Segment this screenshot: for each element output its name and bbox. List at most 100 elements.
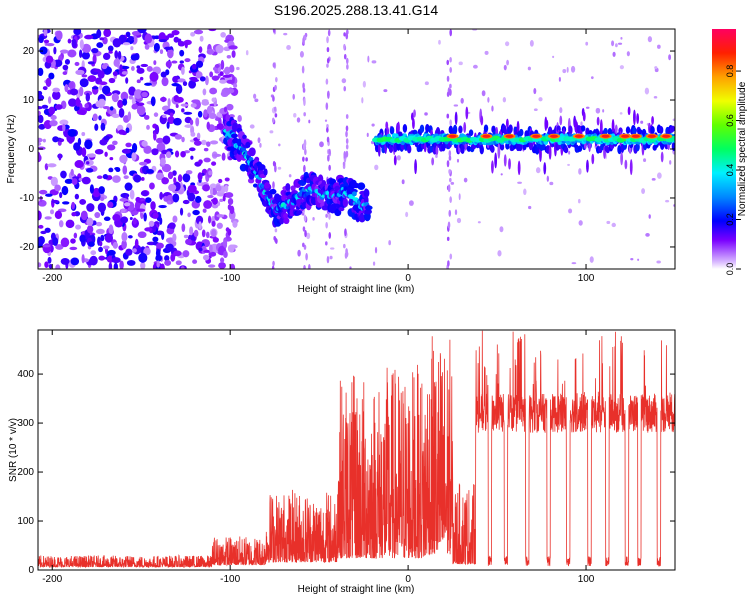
heatmap-cell — [187, 192, 196, 202]
heatmap-cell — [175, 260, 182, 266]
heatmap-cell — [211, 75, 220, 81]
heatmap-cell — [625, 126, 631, 134]
heatmap-cell — [449, 196, 452, 203]
heatmap-cell — [568, 208, 573, 214]
heatmap-cell — [229, 263, 236, 269]
heatmap-cell — [39, 195, 43, 203]
heatmap-cell — [184, 42, 188, 49]
heatmap-cell — [619, 65, 624, 70]
heatmap-cell — [107, 201, 114, 208]
heatmap-cell — [47, 163, 57, 168]
heatmap-cell — [134, 238, 139, 249]
heatmap-cell — [184, 124, 193, 128]
heatmap-cell — [570, 65, 576, 73]
heatmap-cell — [152, 80, 158, 85]
heatmap-cell — [151, 148, 159, 156]
heatmap-cell — [55, 264, 61, 269]
heatmap-cell — [121, 239, 127, 250]
heatmap-cell — [127, 36, 134, 42]
heatmap-cell — [281, 194, 287, 202]
heatmap-cell — [633, 109, 636, 126]
heatmap-cell — [611, 119, 615, 133]
spectrogram-xtick-label: 0 — [405, 273, 411, 284]
heatmap-cell — [630, 257, 634, 261]
heatmap-cell — [71, 201, 76, 210]
heatmap-cell — [123, 202, 131, 207]
snr-series-line — [38, 330, 675, 569]
heatmap-cell — [329, 255, 333, 260]
heatmap-cell — [73, 29, 82, 36]
heatmap-cell — [126, 259, 136, 266]
heatmap-cell — [67, 129, 77, 137]
heatmap-cell — [79, 49, 83, 59]
heatmap-cell — [232, 220, 238, 228]
heatmap-cell — [499, 143, 505, 151]
heatmap-cell — [371, 123, 375, 127]
figure-title: S196.2025.288.13.41.G14 — [274, 2, 438, 18]
spectrogram-ytick-label: 10 — [23, 95, 35, 106]
heatmap-cell — [138, 252, 148, 263]
heatmap-cell — [448, 155, 452, 161]
heatmap-cell — [468, 129, 474, 137]
heatmap-cell — [490, 145, 495, 153]
heatmap-cell — [341, 78, 347, 84]
heatmap-cell — [209, 87, 218, 95]
heatmap-cell — [503, 154, 507, 167]
heatmap-cell — [98, 255, 106, 261]
heatmap-cell — [182, 250, 190, 258]
heatmap-cell — [548, 144, 552, 160]
heatmap-cell — [88, 241, 95, 247]
heatmap-cell — [167, 48, 174, 59]
heatmap-cell — [185, 238, 192, 245]
heatmap-cell — [458, 193, 461, 201]
heatmap-cell — [191, 78, 200, 83]
heatmap-cell — [446, 236, 450, 241]
heatmap-cell — [321, 180, 327, 186]
heatmap-cell — [499, 226, 504, 233]
heatmap-cell — [345, 114, 349, 119]
heatmap-cell — [249, 124, 255, 129]
heatmap-cell — [345, 32, 349, 40]
heatmap-cell — [156, 230, 164, 236]
heatmap-cell — [182, 199, 190, 205]
heatmap-cell — [590, 76, 594, 80]
heatmap-cell — [125, 31, 131, 38]
heatmap-cell — [504, 41, 510, 47]
heatmap-cell — [140, 262, 146, 269]
heatmap-cell — [215, 184, 222, 192]
heatmap-cell — [479, 145, 484, 155]
heatmap-cell — [218, 117, 222, 125]
heatmap-cell — [374, 164, 379, 171]
heatmap-cell — [618, 127, 623, 135]
heatmap-cell — [42, 138, 46, 143]
spectrogram-ytick-label: -10 — [20, 193, 35, 204]
heatmap-cell — [269, 130, 274, 134]
colorbar-tick-label: 0.8 — [725, 65, 735, 78]
heatmap-cell — [69, 246, 78, 251]
heatmap-cell — [205, 141, 211, 147]
heatmap-cell — [312, 216, 315, 221]
heatmap-cell — [111, 92, 119, 103]
heatmap-cell — [166, 121, 170, 129]
heatmap-cell — [449, 29, 453, 37]
heatmap-cell — [491, 105, 494, 112]
heatmap-cell — [229, 64, 235, 73]
heatmap-cell — [70, 168, 74, 176]
heatmap-cell — [64, 84, 69, 93]
heatmap-cell — [199, 76, 206, 82]
heatmap-cell — [219, 71, 224, 77]
heatmap-cell — [275, 77, 278, 83]
heatmap-cell — [48, 264, 53, 269]
heatmap-cell — [665, 199, 670, 203]
heatmap-cell — [559, 107, 563, 114]
heatmap-cell — [85, 92, 91, 102]
heatmap-cell — [180, 103, 189, 107]
heatmap-cell — [456, 158, 460, 163]
heatmap-cell — [585, 106, 590, 109]
heatmap-cell — [645, 232, 650, 237]
heatmap-cell — [202, 208, 207, 213]
heatmap-cell — [163, 110, 171, 115]
heatmap-cell — [125, 142, 132, 148]
heatmap-cell — [252, 183, 258, 188]
